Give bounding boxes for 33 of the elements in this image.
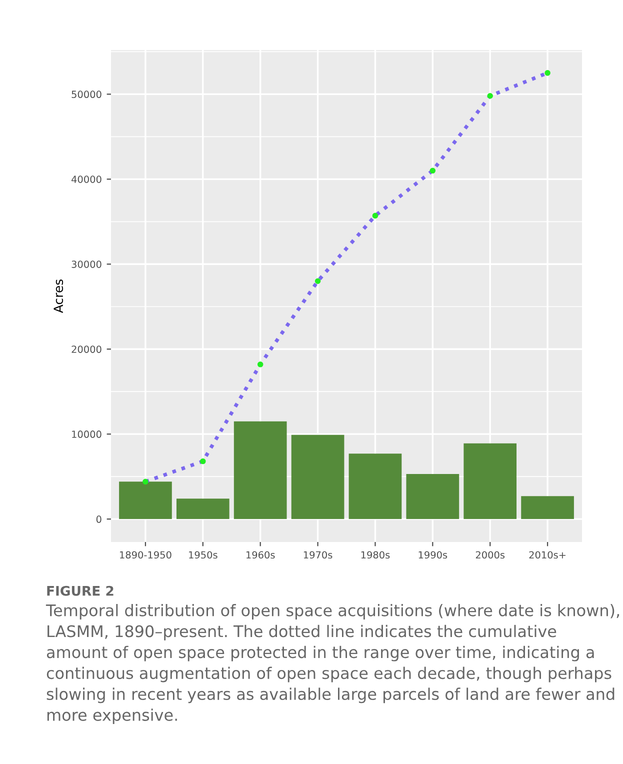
point bbox=[372, 212, 378, 219]
bar bbox=[234, 421, 287, 520]
y-tick-label: 0 bbox=[96, 516, 102, 523]
caption: FIGURE 2 bbox=[47, 586, 114, 596]
bar bbox=[119, 482, 172, 520]
point bbox=[314, 278, 321, 284]
y-tick-label: 50000 bbox=[72, 90, 102, 98]
y-tick-label: 20000 bbox=[72, 346, 102, 353]
bar bbox=[291, 434, 344, 520]
y-tick-label: 30000 bbox=[72, 260, 102, 268]
bar bbox=[464, 443, 517, 520]
bar bbox=[521, 496, 574, 520]
x-tick-label: 1960s bbox=[246, 551, 275, 559]
y-tick-label: 40000 bbox=[72, 176, 102, 183]
text: Temporal distribution of open space acquisitions (where date is known), LASMM, 1890–present. The dotted line indicates the cumulative amount of open space protected in the range over time, indicating a continuous augmentation of open space each decade, though perhaps slowing in recent years as available large parcels of land are fewer and more expensive. bbox=[46, 604, 620, 724]
point bbox=[487, 92, 493, 99]
point bbox=[430, 168, 436, 174]
point bbox=[200, 458, 206, 464]
x-tick-label: 1990s bbox=[418, 551, 448, 559]
bar bbox=[348, 454, 402, 520]
x-tick-label: 1950s bbox=[189, 551, 218, 559]
point bbox=[544, 70, 550, 76]
x-tick-label: 2010s+ bbox=[529, 551, 566, 559]
x-tick-label: 2000s bbox=[476, 551, 505, 559]
y-axis-title: Acres bbox=[54, 279, 64, 314]
point bbox=[142, 478, 148, 485]
y-tick-label: 10000 bbox=[72, 430, 102, 438]
bar bbox=[176, 498, 230, 520]
x-tick-label: 1980s bbox=[361, 551, 390, 559]
bar bbox=[406, 474, 460, 520]
x-tick-label: 1970s bbox=[304, 551, 332, 559]
point bbox=[257, 362, 264, 368]
x-tick-label: 1890-1950 bbox=[120, 551, 172, 559]
